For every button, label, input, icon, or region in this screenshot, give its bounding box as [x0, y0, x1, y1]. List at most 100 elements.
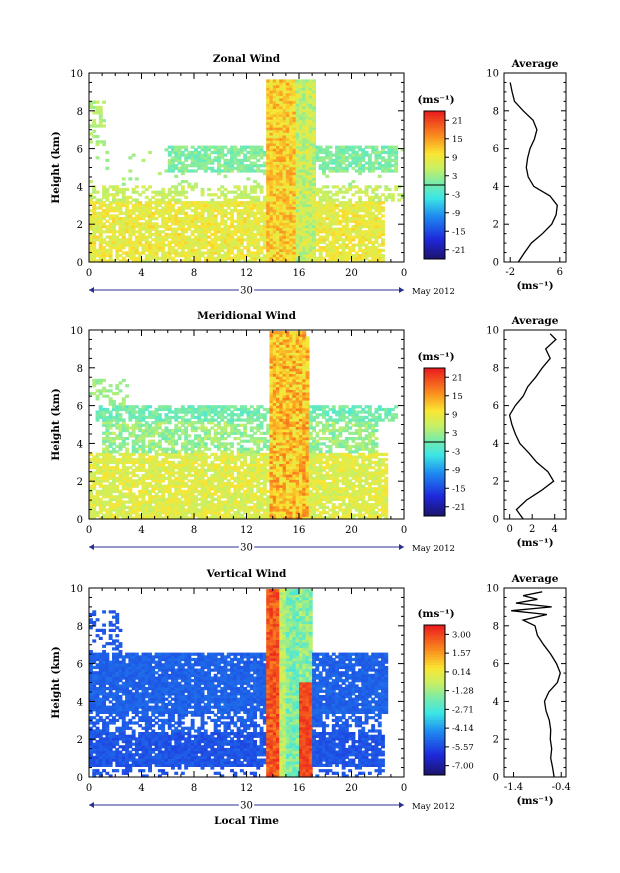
- axis-ticks: [88, 72, 405, 263]
- heatmap-cells: [89, 79, 405, 263]
- x-tick-label: 4: [138, 268, 144, 279]
- x-tick-label: 0: [86, 783, 92, 794]
- y-tick-label: 0: [77, 515, 83, 526]
- colorbar-unit: (ms⁻¹): [417, 94, 454, 106]
- date-bar-day: 30: [240, 543, 253, 554]
- colorbar-tick-label: 15: [452, 392, 463, 402]
- average-y-tick-label: 6: [493, 401, 499, 412]
- colorbar-tick-label: -7.00: [452, 762, 474, 772]
- average-y-tick-label: 0: [493, 515, 499, 526]
- date-bar-day: 30: [240, 801, 253, 812]
- date-bar-month: May 2012: [412, 802, 455, 812]
- x-tick-label: 16: [293, 783, 306, 794]
- heatmap-cells: [89, 589, 389, 778]
- average-y-tick-label: 8: [493, 106, 499, 117]
- colorbar-unit: (ms⁻¹): [417, 608, 454, 620]
- y-tick-label: 4: [77, 697, 83, 708]
- average-title: Average: [511, 573, 559, 585]
- date-bar-start-arrow-icon: [89, 802, 94, 808]
- x-tick-label: 0: [401, 525, 407, 536]
- panel-title: Meridional Wind: [197, 310, 296, 322]
- x-tick-label: 0: [401, 783, 407, 794]
- average-x-tick-label: -1.4: [504, 782, 523, 793]
- average-x-tick-label: 0: [506, 524, 512, 535]
- y-tick-label: 0: [77, 773, 83, 784]
- y-tick-label: 4: [77, 182, 83, 193]
- average-profile-line: [511, 591, 561, 778]
- x-tick-label: 0: [86, 268, 92, 279]
- x-tick-label: 0: [86, 525, 92, 536]
- colorbar-tick-label: -9: [452, 466, 460, 476]
- average-y-tick-label: 0: [493, 773, 499, 784]
- colorbar-tick-label: -3: [452, 190, 460, 200]
- colorbar-tick-label: 21: [452, 373, 463, 383]
- average-profile-line: [509, 82, 558, 263]
- x-tick-label: 16: [293, 525, 306, 536]
- colorbar-tick-label: 1.57: [452, 649, 471, 659]
- average-y-tick-label: 0: [493, 258, 499, 269]
- average-y-tick-label: 4: [493, 697, 499, 708]
- y-axis-label: Height (km): [50, 646, 62, 718]
- colorbar-tick-label: -21: [452, 503, 466, 513]
- y-axis-label: Height (km): [50, 388, 62, 460]
- colorbar-tick-label: -1.28: [452, 687, 474, 697]
- colorbar-tick-label: 3: [452, 429, 457, 439]
- average-panel: 0 2 4 6 8 10 0 2 4 Average (ms⁻¹): [486, 315, 567, 549]
- date-bar: 30 May 2012: [89, 541, 455, 556]
- panel-title: Vertical Wind: [206, 568, 287, 580]
- average-x-label: (ms⁻¹): [516, 280, 553, 292]
- average-y-tick-label: 8: [493, 363, 499, 374]
- average-panel: 0 2 4 6 8 10 -2 6 Average (ms⁻¹): [486, 58, 567, 292]
- average-x-label: (ms⁻¹): [516, 537, 553, 549]
- average-y-tick-label: 10: [486, 584, 499, 595]
- colorbar: (ms⁻¹) 3.00 1.57 0.14 -1.28 -2.71 -4.14 -5.57 -7…: [417, 608, 474, 776]
- average-y-tick-label: 10: [486, 69, 499, 80]
- average-frame: [503, 329, 567, 520]
- x-tick-label: 4: [138, 783, 144, 794]
- average-frame: [503, 72, 567, 263]
- average-x-tick-label: 6: [557, 267, 563, 278]
- colorbar-tick-label: 0.14: [452, 668, 471, 678]
- axis-ticks: [88, 329, 405, 520]
- x-tick-label: 12: [240, 525, 253, 536]
- x-axis-label: Local Time: [214, 815, 279, 827]
- x-tick-label: 12: [240, 268, 253, 279]
- x-tick-label: 8: [191, 268, 197, 279]
- axis-ticks: [88, 587, 405, 778]
- date-bar: 30 May 2012: [89, 284, 455, 299]
- x-tick-label: 12: [240, 783, 253, 794]
- average-x-tick-label: -2: [505, 267, 515, 278]
- colorbar-tick-label: 9: [452, 410, 457, 420]
- colorbar-tick-label: 3: [452, 172, 457, 182]
- average-x-label: (ms⁻¹): [516, 795, 553, 807]
- average-title: Average: [511, 315, 559, 327]
- colorbar-tick-label: -21: [452, 246, 466, 256]
- colorbar: (ms⁻¹) 21 15 9 3 -3 -9 -15 -21: [417, 351, 466, 517]
- average-profile-line: [508, 333, 557, 520]
- date-bar-end-arrow-icon: [399, 287, 404, 293]
- date-bar-month: May 2012: [412, 544, 455, 554]
- colorbar-unit: (ms⁻¹): [417, 351, 454, 363]
- y-tick-label: 10: [70, 584, 83, 595]
- average-y-tick-label: 8: [493, 621, 499, 632]
- y-tick-label: 6: [77, 145, 83, 156]
- average-frame: [503, 587, 567, 778]
- date-bar-start-arrow-icon: [89, 287, 94, 293]
- average-panel: 0 2 4 6 8 10 -1.4 -0.4 Average (ms⁻¹): [486, 573, 571, 807]
- x-tick-label: 20: [345, 525, 358, 536]
- y-tick-label: 2: [77, 477, 83, 488]
- date-bar-day: 30: [240, 286, 253, 297]
- average-x-tick-label: -0.4: [552, 782, 571, 793]
- y-axis-label: Height (km): [50, 131, 62, 203]
- colorbar-tick-label: -9: [452, 209, 460, 219]
- date-bar-start-arrow-icon: [89, 544, 94, 550]
- colorbar-tick-label: 21: [452, 116, 463, 126]
- colorbar-tick-label: -15: [452, 227, 466, 237]
- average-x-tick-label: 4: [552, 524, 558, 535]
- x-tick-label: 4: [138, 525, 144, 536]
- x-tick-label: 8: [191, 525, 197, 536]
